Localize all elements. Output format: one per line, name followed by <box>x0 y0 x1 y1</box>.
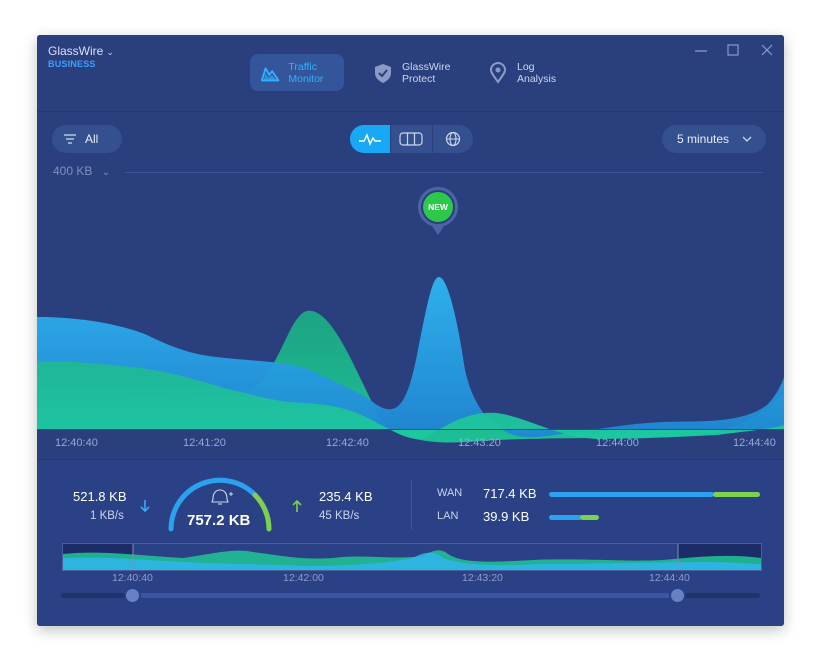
lan-bar-upload <box>580 515 599 520</box>
wan-label: WAN <box>437 487 463 499</box>
x-tick: 12:41:20 <box>183 437 226 449</box>
globe-icon <box>445 131 460 147</box>
app-menu[interactable]: GlassWire ⌄ <box>48 44 114 58</box>
badge-pin-shape <box>418 186 458 235</box>
timeline-tick: 12:43:20 <box>462 572 503 584</box>
usage-gauge <box>168 477 272 532</box>
tab-glasswire-protect[interactable]: GlassWire Protect <box>362 54 462 91</box>
timeline-tick: 12:44:40 <box>649 572 690 584</box>
globe-view-button[interactable] <box>431 125 473 153</box>
time-range-dropdown[interactable]: 5 minutes <box>662 125 766 153</box>
scale-label: 400 KB <box>53 164 93 178</box>
x-tick: 12:44:00 <box>596 437 639 449</box>
tab-label: Log Analysis <box>517 60 557 85</box>
arrow-down-icon <box>140 500 150 513</box>
wan-bar-download <box>549 492 714 497</box>
filter-icon <box>64 134 76 144</box>
slider-end-handle[interactable] <box>669 587 686 604</box>
app-header: GlassWire ⌄ BUSINESS Traffic Monitor Glass… <box>37 35 784 112</box>
time-range-slider-selection[interactable] <box>133 593 678 598</box>
x-tick: 12:42:40 <box>326 437 369 449</box>
graph-view-button[interactable] <box>350 125 391 153</box>
total-usage-value: 757.2 KB <box>187 512 251 529</box>
chevron-down-icon: ⌄ <box>101 167 111 178</box>
tab-log-analysis[interactable]: Log Analysis <box>477 54 577 91</box>
timeline-overview[interactable] <box>62 543 762 571</box>
x-axis-divider <box>37 429 784 430</box>
traffic-graph[interactable] <box>37 155 784 475</box>
tab-label: GlassWire Protect <box>402 60 451 85</box>
chevron-down-icon <box>742 136 752 142</box>
pulse-graph-icon <box>359 133 382 146</box>
tab-label: Traffic Monitor <box>288 60 324 85</box>
upload-total: 235.4 KB <box>319 489 373 504</box>
map-pin-icon <box>489 61 507 84</box>
lan-value: 39.9 KB <box>483 509 530 524</box>
arrow-up-icon <box>292 499 302 512</box>
x-tick: 12:43:20 <box>458 437 501 449</box>
shield-check-icon <box>375 63 391 83</box>
base-series-area <box>37 361 784 439</box>
columns-icon <box>399 132 424 146</box>
scale-dropdown[interactable]: 400 KB ⌄ <box>53 164 110 178</box>
app-name: GlassWire <box>48 44 104 58</box>
maximize-icon[interactable] <box>725 43 741 57</box>
slider-start-handle[interactable] <box>124 587 141 604</box>
columns-view-button[interactable] <box>390 125 431 153</box>
badge-label: NEW <box>428 202 448 212</box>
timeline-tick: 12:42:00 <box>283 572 324 584</box>
wan-value: 717.4 KB <box>483 486 537 501</box>
app-edition: BUSINESS <box>48 59 96 69</box>
traffic-monitor-icon <box>260 66 280 81</box>
bell-plus-icon[interactable] <box>211 489 233 505</box>
wan-bar-upload <box>713 492 760 497</box>
lan-label: LAN <box>437 510 459 522</box>
upload-rate: 45 KB/s <box>319 510 360 522</box>
minimize-icon[interactable] <box>693 43 709 57</box>
chevron-down-icon: ⌄ <box>106 47 114 57</box>
new-app-badge[interactable]: NEW <box>417 186 459 236</box>
glasswire-window: GlassWire ⌄ BUSINESS Traffic Monitor Glass… <box>37 35 784 626</box>
x-tick: 12:40:40 <box>55 437 98 449</box>
timeline-tick: 12:40:40 <box>112 572 153 584</box>
download-total: 521.8 KB <box>73 489 127 504</box>
scale-gridline <box>125 172 763 173</box>
filter-button[interactable]: All <box>52 125 122 153</box>
download-rate: 1 KB/s <box>90 510 124 522</box>
stats-panel <box>37 459 784 626</box>
x-tick: 12:44:40 <box>733 437 776 449</box>
time-range-label: 5 minutes <box>677 132 730 146</box>
tab-traffic-monitor[interactable]: Traffic Monitor <box>250 54 344 91</box>
view-mode-switch <box>350 125 473 153</box>
lan-bar-download <box>549 515 582 520</box>
timeline-overview-graph <box>63 544 761 570</box>
close-icon[interactable] <box>759 43 775 57</box>
filter-label: All <box>85 132 99 146</box>
stats-divider <box>411 480 412 530</box>
